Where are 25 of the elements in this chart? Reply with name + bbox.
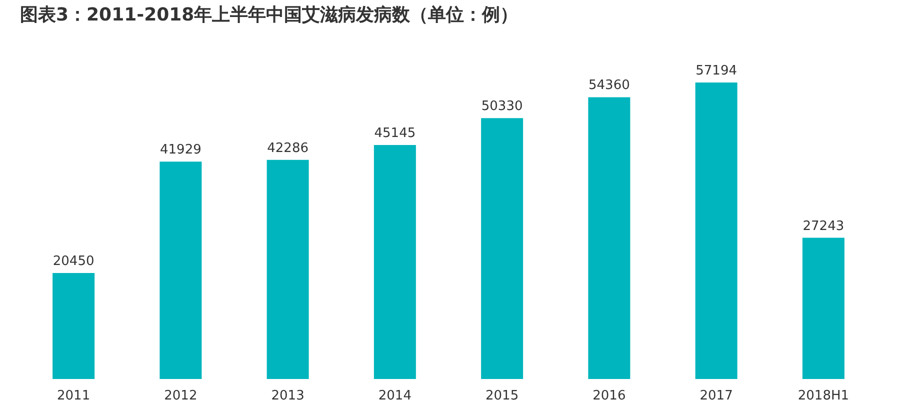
x-tick-label: 2011 [57,388,90,404]
bar [802,238,844,379]
bar [481,118,524,379]
x-tick-label: 2017 [700,388,733,404]
bar [374,145,416,379]
x-tick-label: 2014 [378,388,412,404]
data-label: 57194 [696,64,737,79]
data-label: 50330 [481,99,523,114]
bar [588,97,630,379]
x-tick-label: 2013 [271,388,304,404]
data-label: 42286 [267,140,308,156]
chart-title: 图表3：2011-2018年上半年中国艾滋病发病数（单位：例） [20,4,518,26]
data-label: 45145 [374,126,416,141]
data-label: 54360 [588,78,630,94]
x-tick-label: 2015 [486,388,519,404]
bar [695,82,738,379]
bar [52,273,95,379]
data-label: 41929 [160,142,202,158]
bar [160,162,202,379]
data-label: 27243 [802,218,844,234]
x-tick-label: 2012 [164,388,198,404]
x-tick-label: 2018H1 [798,388,850,404]
data-label: 20450 [52,254,94,269]
x-tick-label: 2016 [592,388,626,404]
bar [266,160,309,379]
